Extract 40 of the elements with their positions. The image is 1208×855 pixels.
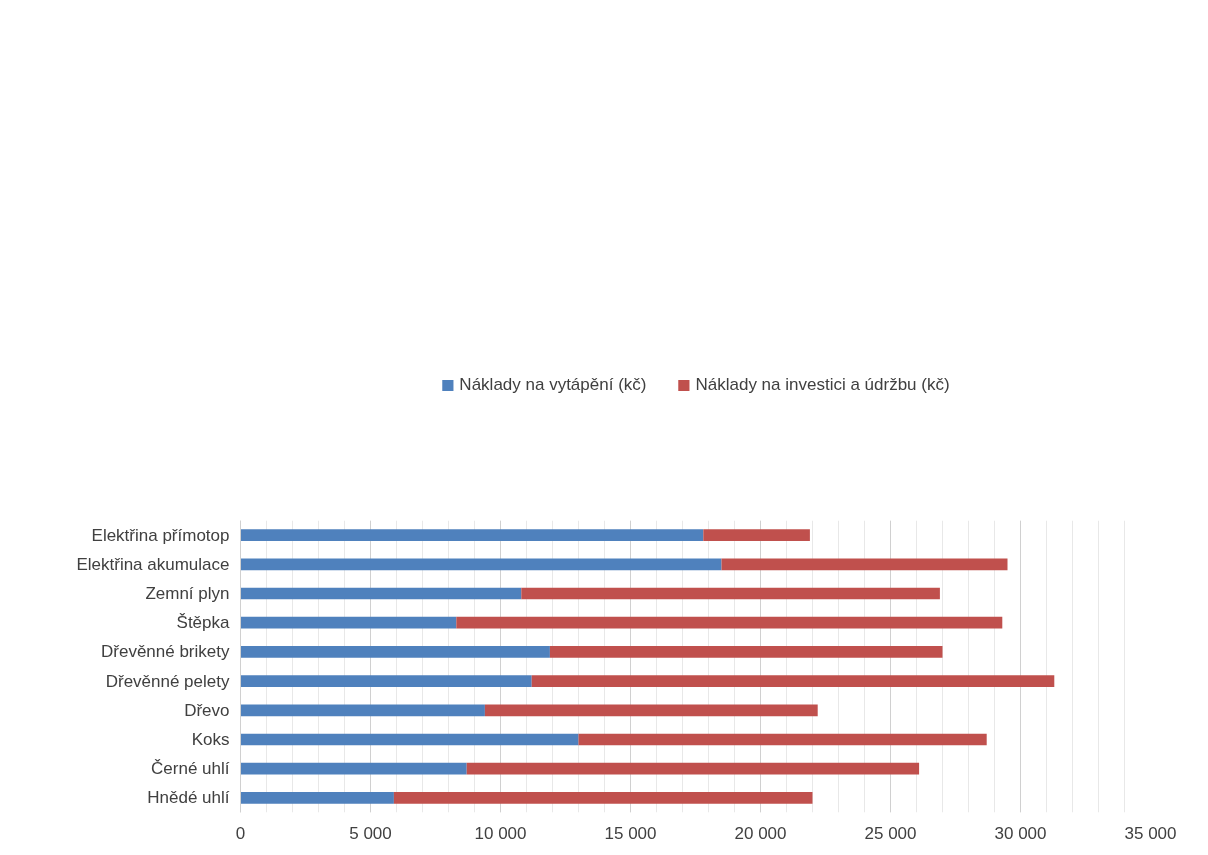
y-tick-label: Zemní plyn (145, 584, 230, 603)
bar (721, 558, 1008, 571)
x-tick-label: 20 000 (734, 823, 787, 843)
y-tick-label: Dřevo (184, 700, 230, 720)
y-tick-label: Dřevěnné pelety (105, 671, 230, 691)
x-tick-label: 0 (235, 823, 246, 843)
x-tick-label: 30 000 (994, 823, 1047, 843)
bar (521, 587, 940, 600)
bar (531, 675, 1055, 687)
bar (240, 587, 522, 600)
x-tick-label: 5 000 (349, 823, 392, 843)
bar (240, 616, 457, 629)
y-tick-label: Dřevěnné brikety (101, 642, 230, 662)
legend-label: Náklady na vytápění (kč) (459, 375, 647, 395)
y-tick-label: Elektřina přímotop (91, 525, 230, 545)
bar (466, 762, 920, 775)
bar (456, 616, 1003, 629)
bar (240, 733, 579, 746)
x-tick-label: 15 000 (604, 823, 657, 843)
bar (240, 762, 467, 775)
x-tick-label: 35 000 (1124, 823, 1177, 843)
bar (240, 529, 704, 541)
y-tick-label: Elektřina akumulace (76, 554, 230, 574)
bar (484, 704, 818, 717)
bar (240, 675, 532, 687)
bar (240, 704, 485, 717)
bar (578, 733, 987, 746)
bar (703, 529, 810, 541)
legend-label: Náklady na investici a údržbu (kč) (695, 375, 950, 395)
y-tick-label: Hnědé uhlí (147, 788, 230, 808)
y-tick-label: Černé uhlí (151, 759, 230, 779)
y-tick-label: Koks (191, 730, 230, 749)
bar (393, 792, 813, 804)
x-tick-label: 25 000 (864, 823, 917, 843)
x-tick-label: 10 000 (474, 823, 527, 843)
bar (240, 792, 394, 804)
y-tick-label: Štěpka (176, 613, 231, 633)
bar (240, 646, 550, 658)
bar (240, 558, 722, 571)
bar (549, 646, 943, 658)
